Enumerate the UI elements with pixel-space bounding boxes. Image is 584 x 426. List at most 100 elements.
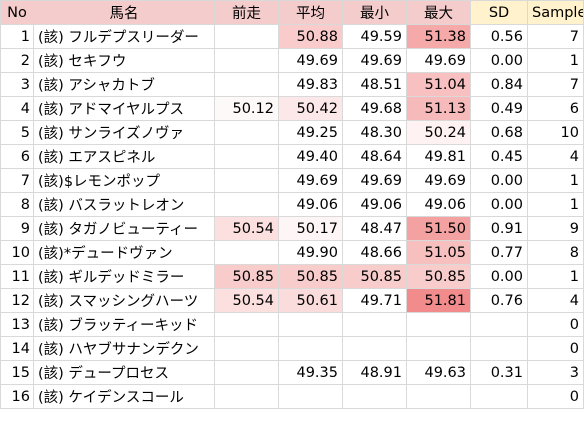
cell-name[interactable]: (該) ケイデンスコール (33, 384, 215, 409)
header-sd[interactable]: SD (470, 0, 528, 25)
cell-max[interactable]: 51.13 (406, 96, 471, 121)
cell-sample[interactable]: 8 (527, 240, 584, 265)
cell-name[interactable]: (該) ハヤブサナンデクン (33, 336, 215, 361)
cell-prev[interactable] (214, 192, 279, 217)
cell-name[interactable]: (該)*デュードヴァン (33, 240, 215, 265)
cell-max[interactable] (406, 336, 471, 361)
cell-min[interactable]: 48.51 (342, 72, 407, 97)
cell-prev[interactable] (214, 240, 279, 265)
cell-no[interactable]: 6 (0, 144, 34, 169)
cell-sd[interactable]: 0.49 (470, 96, 528, 121)
cell-sd[interactable] (470, 336, 528, 361)
cell-no[interactable]: 16 (0, 384, 34, 409)
cell-prev[interactable]: 50.85 (214, 264, 279, 289)
cell-min[interactable]: 49.69 (342, 48, 407, 73)
cell-name[interactable]: (該) バスラットレオン (33, 192, 215, 217)
cell-min[interactable] (342, 384, 407, 409)
cell-min[interactable]: 48.64 (342, 144, 407, 169)
cell-max[interactable]: 49.81 (406, 144, 471, 169)
cell-avg[interactable]: 49.83 (278, 72, 343, 97)
cell-prev[interactable]: 50.54 (214, 216, 279, 241)
cell-max[interactable]: 51.04 (406, 72, 471, 97)
cell-min[interactable] (342, 336, 407, 361)
cell-name[interactable]: (該) ブラッティーキッド (33, 312, 215, 337)
cell-min[interactable]: 48.47 (342, 216, 407, 241)
cell-max[interactable]: 49.63 (406, 360, 471, 385)
cell-avg[interactable]: 49.35 (278, 360, 343, 385)
cell-prev[interactable] (214, 360, 279, 385)
cell-no[interactable]: 1 (0, 24, 34, 49)
cell-max[interactable]: 49.06 (406, 192, 471, 217)
cell-sd[interactable]: 0.77 (470, 240, 528, 265)
cell-sd[interactable]: 0.00 (470, 168, 528, 193)
cell-sample[interactable]: 6 (527, 96, 584, 121)
cell-sd[interactable] (470, 384, 528, 409)
cell-avg[interactable]: 49.69 (278, 48, 343, 73)
cell-min[interactable]: 49.06 (342, 192, 407, 217)
cell-prev[interactable]: 50.12 (214, 96, 279, 121)
cell-no[interactable]: 5 (0, 120, 34, 145)
cell-min[interactable]: 48.30 (342, 120, 407, 145)
cell-max[interactable]: 51.05 (406, 240, 471, 265)
cell-sample[interactable]: 4 (527, 144, 584, 169)
cell-sample[interactable]: 1 (527, 264, 584, 289)
cell-no[interactable]: 15 (0, 360, 34, 385)
cell-sample[interactable]: 1 (527, 48, 584, 73)
cell-prev[interactable] (214, 72, 279, 97)
cell-min[interactable]: 48.91 (342, 360, 407, 385)
cell-min[interactable]: 50.85 (342, 264, 407, 289)
cell-name[interactable]: (該) フルデプスリーダー (33, 24, 215, 49)
cell-min[interactable]: 49.71 (342, 288, 407, 313)
header-no[interactable]: No (0, 0, 34, 25)
cell-sample[interactable]: 7 (527, 24, 584, 49)
cell-avg[interactable]: 49.40 (278, 144, 343, 169)
cell-no[interactable]: 9 (0, 216, 34, 241)
header-sample[interactable]: Sample (527, 0, 584, 25)
cell-name[interactable]: (該) アドマイヤルプス (33, 96, 215, 121)
cell-sd[interactable]: 0.91 (470, 216, 528, 241)
cell-prev[interactable] (214, 24, 279, 49)
cell-sample[interactable]: 0 (527, 336, 584, 361)
cell-no[interactable]: 3 (0, 72, 34, 97)
header-avg[interactable]: 平均 (278, 0, 343, 25)
cell-max[interactable]: 51.81 (406, 288, 471, 313)
header-prev[interactable]: 前走 (214, 0, 279, 25)
cell-prev[interactable] (214, 144, 279, 169)
cell-sd[interactable]: 0.56 (470, 24, 528, 49)
cell-prev[interactable] (214, 168, 279, 193)
cell-no[interactable]: 4 (0, 96, 34, 121)
cell-max[interactable]: 49.69 (406, 48, 471, 73)
cell-no[interactable]: 10 (0, 240, 34, 265)
cell-prev[interactable] (214, 312, 279, 337)
cell-name[interactable]: (該) アシャカトブ (33, 72, 215, 97)
cell-avg[interactable]: 50.88 (278, 24, 343, 49)
cell-no[interactable]: 14 (0, 336, 34, 361)
cell-prev[interactable] (214, 336, 279, 361)
cell-sd[interactable]: 0.00 (470, 48, 528, 73)
cell-no[interactable]: 2 (0, 48, 34, 73)
cell-name[interactable]: (該) ギルデッドミラー (33, 264, 215, 289)
cell-sd[interactable]: 0.00 (470, 192, 528, 217)
cell-no[interactable]: 8 (0, 192, 34, 217)
cell-name[interactable]: (該) タガノビューティー (33, 216, 215, 241)
cell-min[interactable] (342, 312, 407, 337)
cell-max[interactable]: 50.24 (406, 120, 471, 145)
header-max[interactable]: 最大 (406, 0, 471, 25)
cell-prev[interactable] (214, 48, 279, 73)
cell-sample[interactable]: 7 (527, 72, 584, 97)
cell-prev[interactable] (214, 120, 279, 145)
cell-sample[interactable]: 0 (527, 312, 584, 337)
cell-sd[interactable]: 0.68 (470, 120, 528, 145)
cell-sample[interactable]: 1 (527, 168, 584, 193)
cell-sd[interactable]: 0.76 (470, 288, 528, 313)
cell-name[interactable]: (該)$レモンポップ (33, 168, 215, 193)
cell-max[interactable]: 50.85 (406, 264, 471, 289)
cell-sample[interactable]: 10 (527, 120, 584, 145)
cell-sample[interactable]: 0 (527, 384, 584, 409)
header-name[interactable]: 馬名 (33, 0, 215, 25)
cell-no[interactable]: 7 (0, 168, 34, 193)
cell-sample[interactable]: 1 (527, 192, 584, 217)
cell-sample[interactable]: 3 (527, 360, 584, 385)
cell-max[interactable] (406, 312, 471, 337)
cell-no[interactable]: 11 (0, 264, 34, 289)
